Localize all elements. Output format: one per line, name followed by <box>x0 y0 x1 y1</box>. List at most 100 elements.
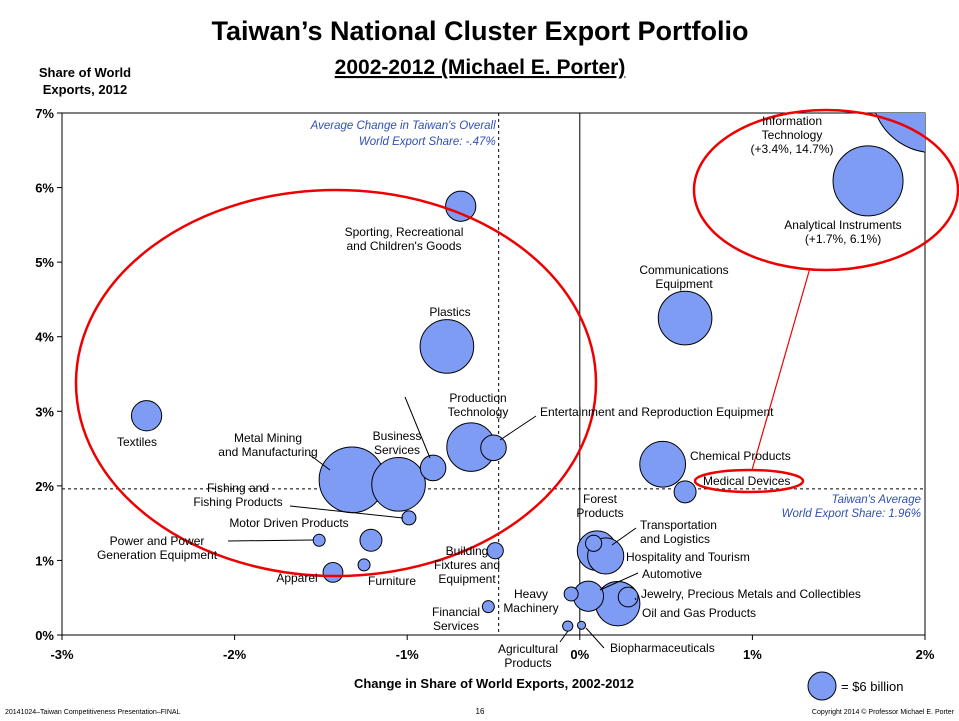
bubble <box>357 558 371 572</box>
highlight-ellipse <box>692 108 959 272</box>
y-tick-label: 1% <box>35 553 54 568</box>
bubble <box>481 600 495 614</box>
highlight-connector <box>751 267 811 471</box>
bubble-label: Forest <box>583 492 618 506</box>
bubble-label: Analytical Instruments <box>784 218 901 232</box>
bubble <box>401 510 417 526</box>
reference-note: Average Change in Taiwan's Overall <box>310 120 496 132</box>
bubble <box>563 586 579 602</box>
bubble-label: Equipment <box>438 572 496 586</box>
bubble-label: Chemical Products <box>690 449 791 463</box>
bubble <box>322 561 344 583</box>
bubble-label: Medical Devices <box>703 474 790 488</box>
bubble-label: Communications <box>639 263 728 277</box>
bubble-label: Furniture <box>368 574 416 588</box>
leader-line <box>499 415 537 441</box>
bubble-label: Business <box>373 429 422 443</box>
bubble-label: Entertainment and Reproduction Equipment <box>540 405 774 419</box>
bubble-label: Financial <box>432 605 480 619</box>
bubble <box>371 457 426 512</box>
y-axis-label: Share of World <box>39 65 131 80</box>
bubble <box>419 454 447 482</box>
x-tick-label: 1% <box>743 647 762 662</box>
bubble <box>832 145 904 217</box>
y-tick-label: 0% <box>35 628 54 643</box>
bubble-label: Jewelry, Precious Metals and Collectible… <box>641 587 861 601</box>
bubble-label: Agricultural <box>498 642 558 656</box>
size-legend-label: = $6 billion <box>841 679 904 694</box>
bubble <box>419 319 475 374</box>
bubble <box>562 620 574 632</box>
y-tick-label: 5% <box>35 255 54 270</box>
bubble-label: Oil and Gas Products <box>642 606 756 620</box>
bubble <box>657 290 713 346</box>
leader-line <box>599 572 639 591</box>
highlight-ellipse <box>74 188 598 578</box>
y-axis-label: Exports, 2012 <box>43 82 128 97</box>
bubble <box>486 542 504 560</box>
leader-line <box>585 627 605 649</box>
highlight-ellipse <box>693 468 805 494</box>
bubble-label: Information <box>762 114 822 128</box>
bubble-label: Metal Mining <box>234 431 302 445</box>
x-tick-label: -1% <box>396 647 420 662</box>
bubble-label: Heavy <box>514 587 548 601</box>
bubble-label: Biopharmaceuticals <box>610 641 715 655</box>
bubble-label: Technology <box>762 128 823 142</box>
y-tick-label: 3% <box>35 404 54 419</box>
chart-subtitle: 2002-2012 (Michael E. Porter) <box>335 56 626 79</box>
bubble-label: and Children's Goods <box>346 239 461 253</box>
leader-line <box>309 454 331 471</box>
bubble-label: Machinery <box>503 601 558 615</box>
bubble-label: Building <box>446 544 489 558</box>
bubble-label: and Logistics <box>640 532 710 546</box>
bubble-label: Production <box>449 391 506 405</box>
bubble-label: Motor Driven Products <box>229 516 348 530</box>
reference-note: World Export Share: 1.96% <box>782 508 921 520</box>
bubble <box>673 480 697 504</box>
bubble <box>875 113 925 153</box>
x-tick-label: -3% <box>50 647 74 662</box>
reference-note: World Export Share: -.47% <box>359 136 496 148</box>
bubble <box>585 534 603 552</box>
y-tick-label: 7% <box>35 106 54 121</box>
bubble-label: Automotive <box>642 567 702 581</box>
footer-center: 16 <box>476 707 485 716</box>
x-tick-label: -2% <box>223 647 247 662</box>
bubble-label: Equipment <box>655 277 713 291</box>
leader-line <box>559 630 569 643</box>
footer-left: 20141024–Taiwan Competitiveness Presenta… <box>5 709 181 716</box>
bubble-label: Plastics <box>429 305 470 319</box>
leader-line <box>227 539 314 542</box>
leader-line <box>289 505 404 519</box>
bubble-label: Services <box>374 443 420 457</box>
size-legend-bubble <box>807 671 837 701</box>
bubble-label: Products <box>576 506 623 520</box>
plot-frame <box>61 112 926 636</box>
bubble-label: Fishing and <box>207 481 269 495</box>
bubble <box>617 586 639 608</box>
bubble-label: (+1.7%, 6.1%) <box>805 232 881 246</box>
bubble-label: Power and Power <box>110 534 205 548</box>
bubble <box>359 528 383 552</box>
bubble <box>130 400 163 432</box>
bubble-label: Textiles <box>117 435 157 449</box>
chart-title: Taiwan’s National Cluster Export Portfol… <box>211 16 748 46</box>
bubble-label: Technology <box>448 405 509 419</box>
bubble <box>639 440 687 488</box>
y-tick-label: 4% <box>35 330 54 345</box>
bubble-label: and Manufacturing <box>218 445 317 459</box>
leader-lines <box>227 396 639 649</box>
bubble-label: Products <box>504 656 551 670</box>
reference-note: Taiwan's Average <box>832 494 921 506</box>
bubble-label: Sporting, Recreational <box>345 225 464 239</box>
bubble-label: Fixtures and <box>434 558 500 572</box>
x-axis-label: Change in Share of World Exports, 2002-2… <box>354 676 634 691</box>
bubble <box>576 620 587 630</box>
plot-area <box>62 113 925 635</box>
bubble <box>445 190 477 222</box>
footer-right: Copyright 2014 © Professor Michael E. Po… <box>812 708 955 716</box>
y-tick-label: 6% <box>35 181 54 196</box>
leader-line <box>634 597 637 601</box>
